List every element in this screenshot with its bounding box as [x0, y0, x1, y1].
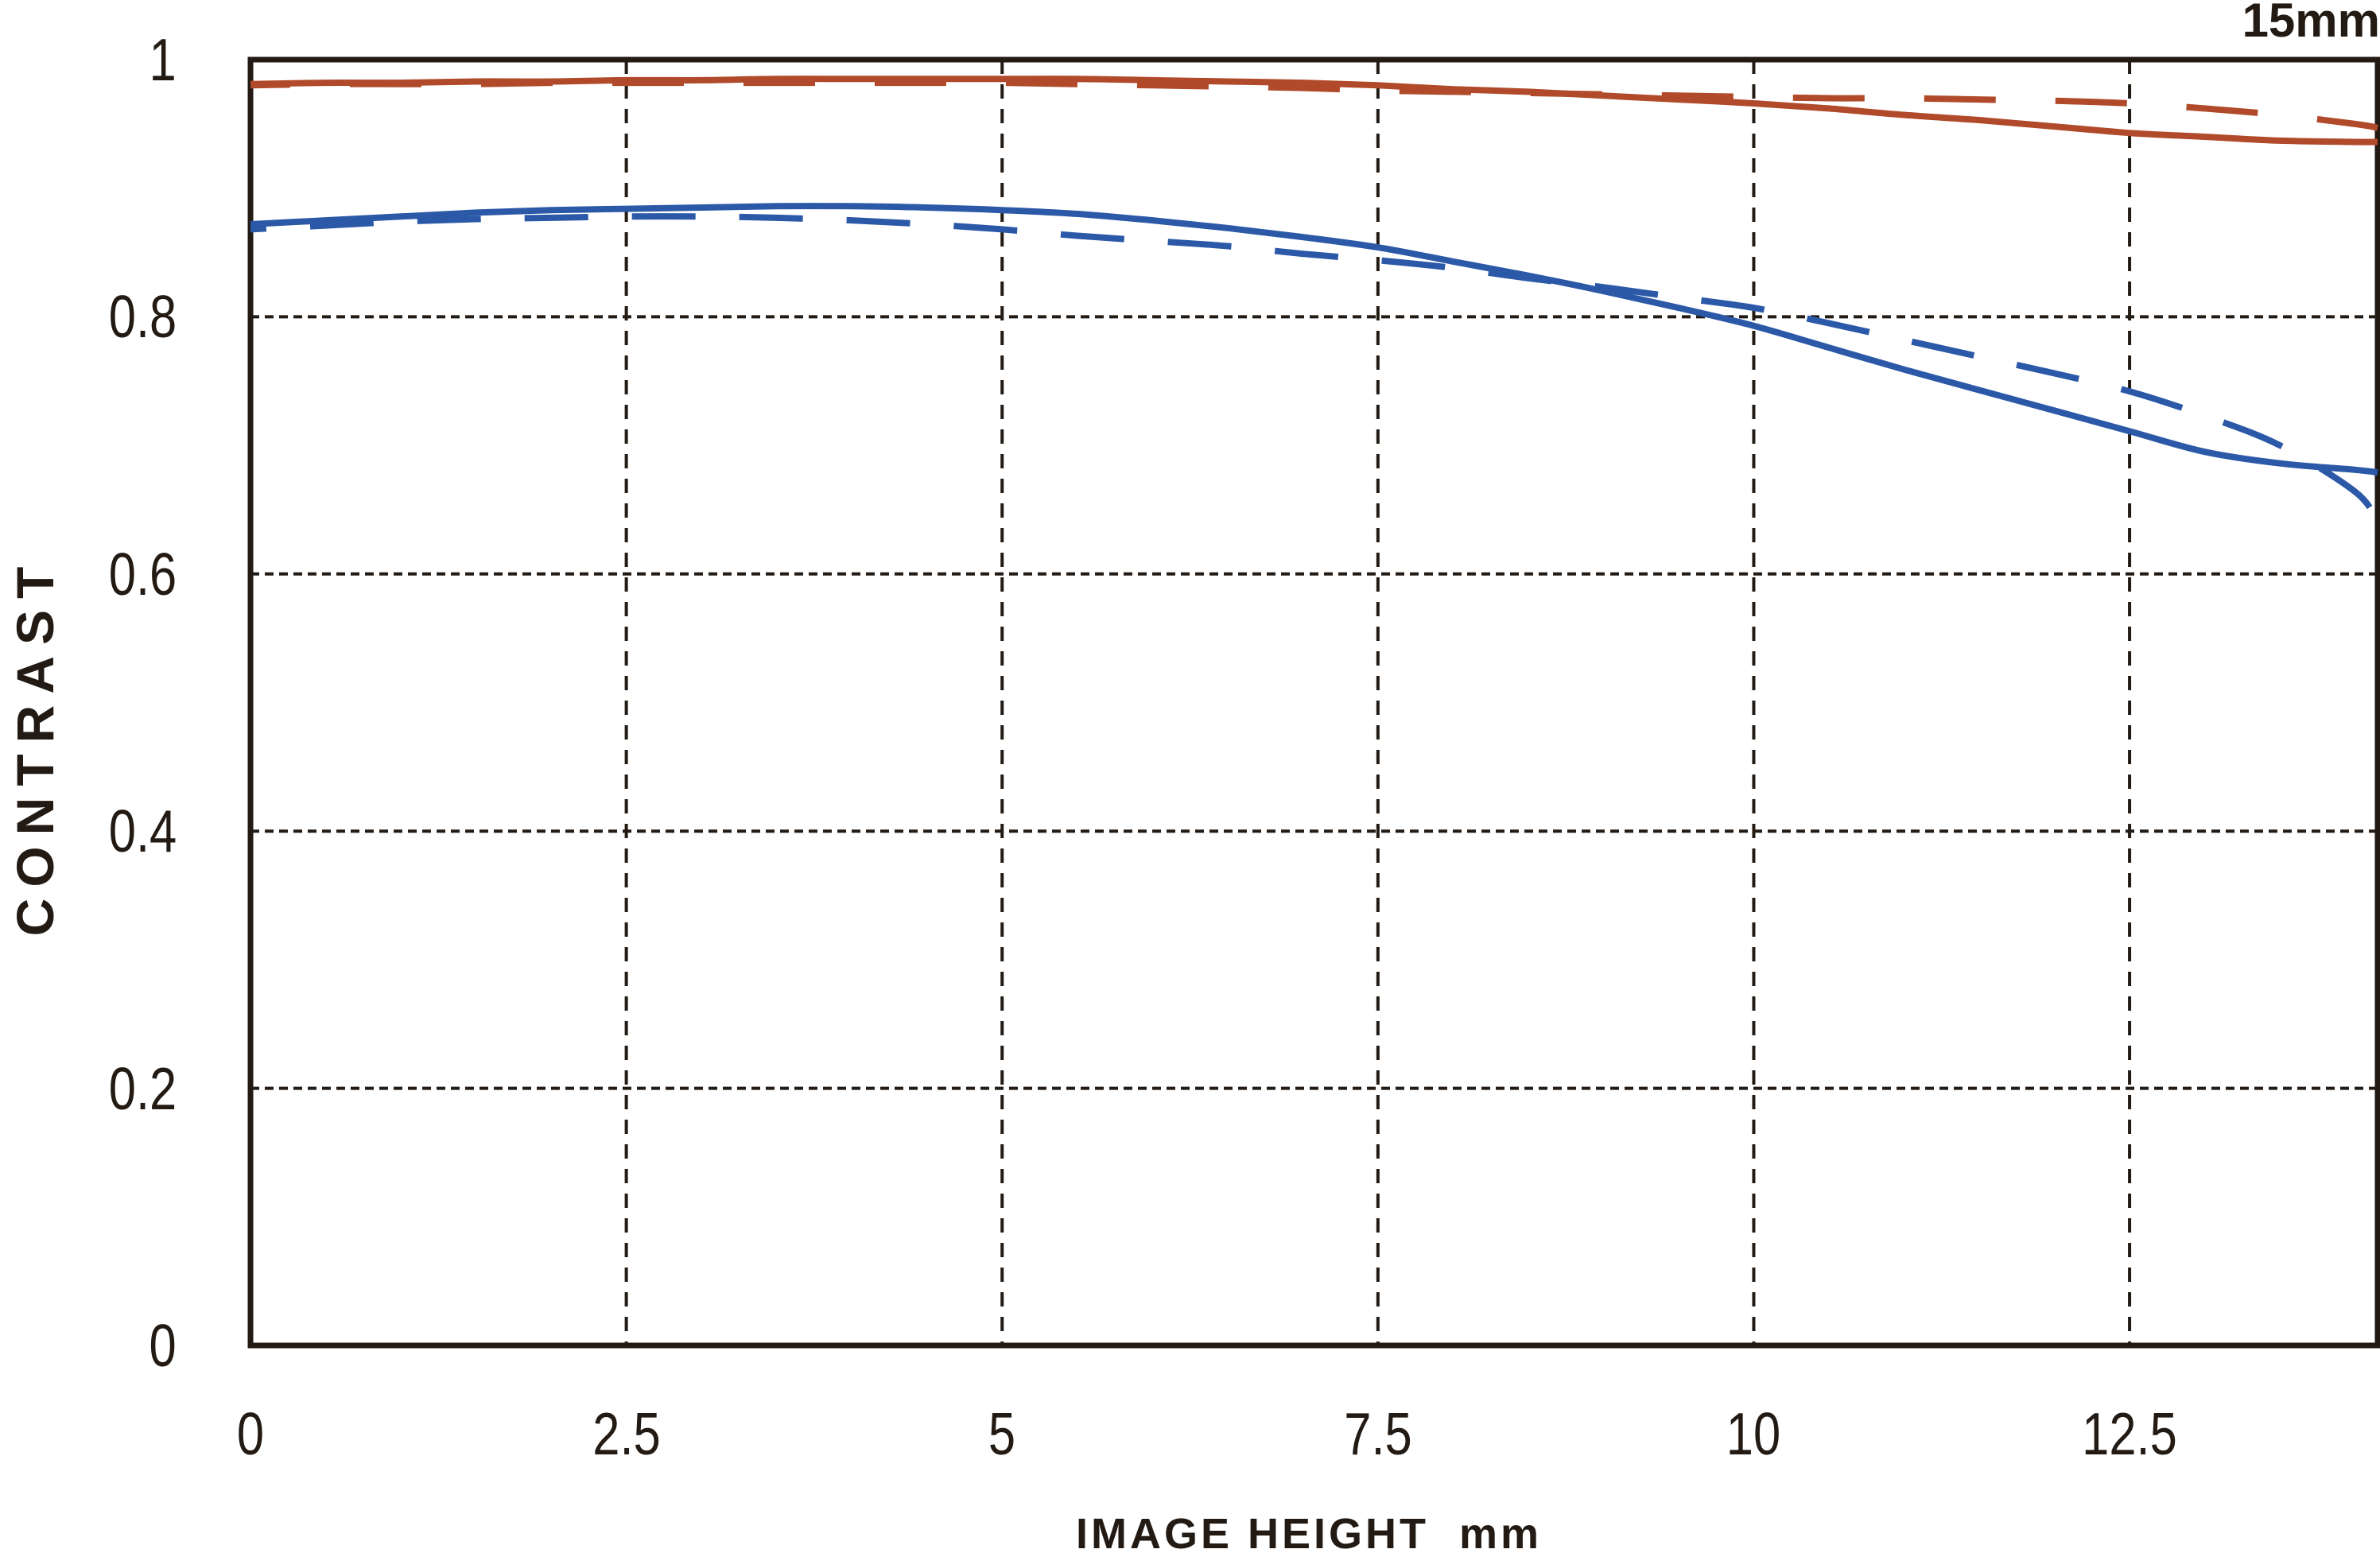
x-tick-label: 5: [988, 1400, 1016, 1467]
x-axis-title: IMAGE HEIGHT mm: [1075, 1510, 1543, 1553]
series-blue-solid-line: [250, 203, 2378, 476]
y-tick-label: 0.4: [108, 798, 177, 865]
plot-border: [247, 56, 2380, 1349]
y-tick-label: 0: [149, 1312, 177, 1379]
x-tick-label: 7.5: [1344, 1400, 1412, 1467]
x-tick-label: 12.5: [2082, 1400, 2177, 1467]
y-tick-label: 0.8: [108, 283, 177, 351]
y-tick-label: 0.2: [108, 1054, 177, 1122]
series-blue-dashed-line: [250, 213, 2380, 523]
series-red-dashed-line: [250, 79, 2378, 131]
focal-length-label: 15mm: [2242, 0, 2380, 47]
x-tick-label: 10: [1726, 1400, 1781, 1467]
x-tick-label: 2.5: [592, 1400, 661, 1467]
x-tick-label: 0: [236, 1400, 265, 1467]
y-tick-label: 1: [149, 26, 177, 93]
y-tick-label: 0.6: [108, 540, 177, 608]
y-axis-title: CONTRAST: [6, 555, 64, 937]
